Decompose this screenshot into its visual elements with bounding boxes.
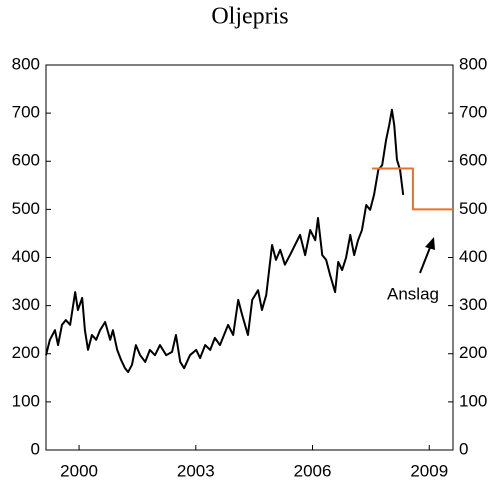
y-tick-label: 400 — [12, 247, 40, 266]
y-tick-label: 500 — [12, 199, 40, 218]
y2-tick-label: 500 — [459, 199, 487, 218]
y2-tick-label: 300 — [459, 295, 487, 314]
x-tick-label: 2006 — [294, 461, 332, 480]
x-tick-label: 2003 — [177, 461, 215, 480]
y2-tick-label: 800 — [459, 54, 487, 73]
y2-tick-label: 400 — [459, 247, 487, 266]
y2-tick-label: 600 — [459, 151, 487, 170]
x-tick-label: 2000 — [60, 461, 98, 480]
y-tick-label: 800 — [12, 54, 40, 73]
y-tick-label: 200 — [12, 343, 40, 362]
plot-frame — [45, 64, 454, 451]
annotation-arrowhead — [425, 237, 435, 250]
y-tick-label: 600 — [12, 151, 40, 170]
y-tick-label: 700 — [12, 103, 40, 122]
annotation: Anslag — [387, 284, 439, 303]
y2-tick-label: 700 — [459, 103, 487, 122]
annotation-arrow — [419, 244, 432, 274]
y-tick-label: 100 — [12, 391, 40, 410]
y2-tick-label: 0 — [459, 439, 468, 458]
series-line — [372, 167, 453, 211]
y2-tick-label: 200 — [459, 343, 487, 362]
chart-title: Oljepris — [211, 4, 288, 30]
y-tick-label: 300 — [12, 295, 40, 314]
y-tick-label: 0 — [31, 439, 40, 458]
y2-tick-label: 100 — [459, 391, 487, 410]
x-tick-label: 2009 — [410, 461, 448, 480]
series-line — [45, 108, 405, 374]
